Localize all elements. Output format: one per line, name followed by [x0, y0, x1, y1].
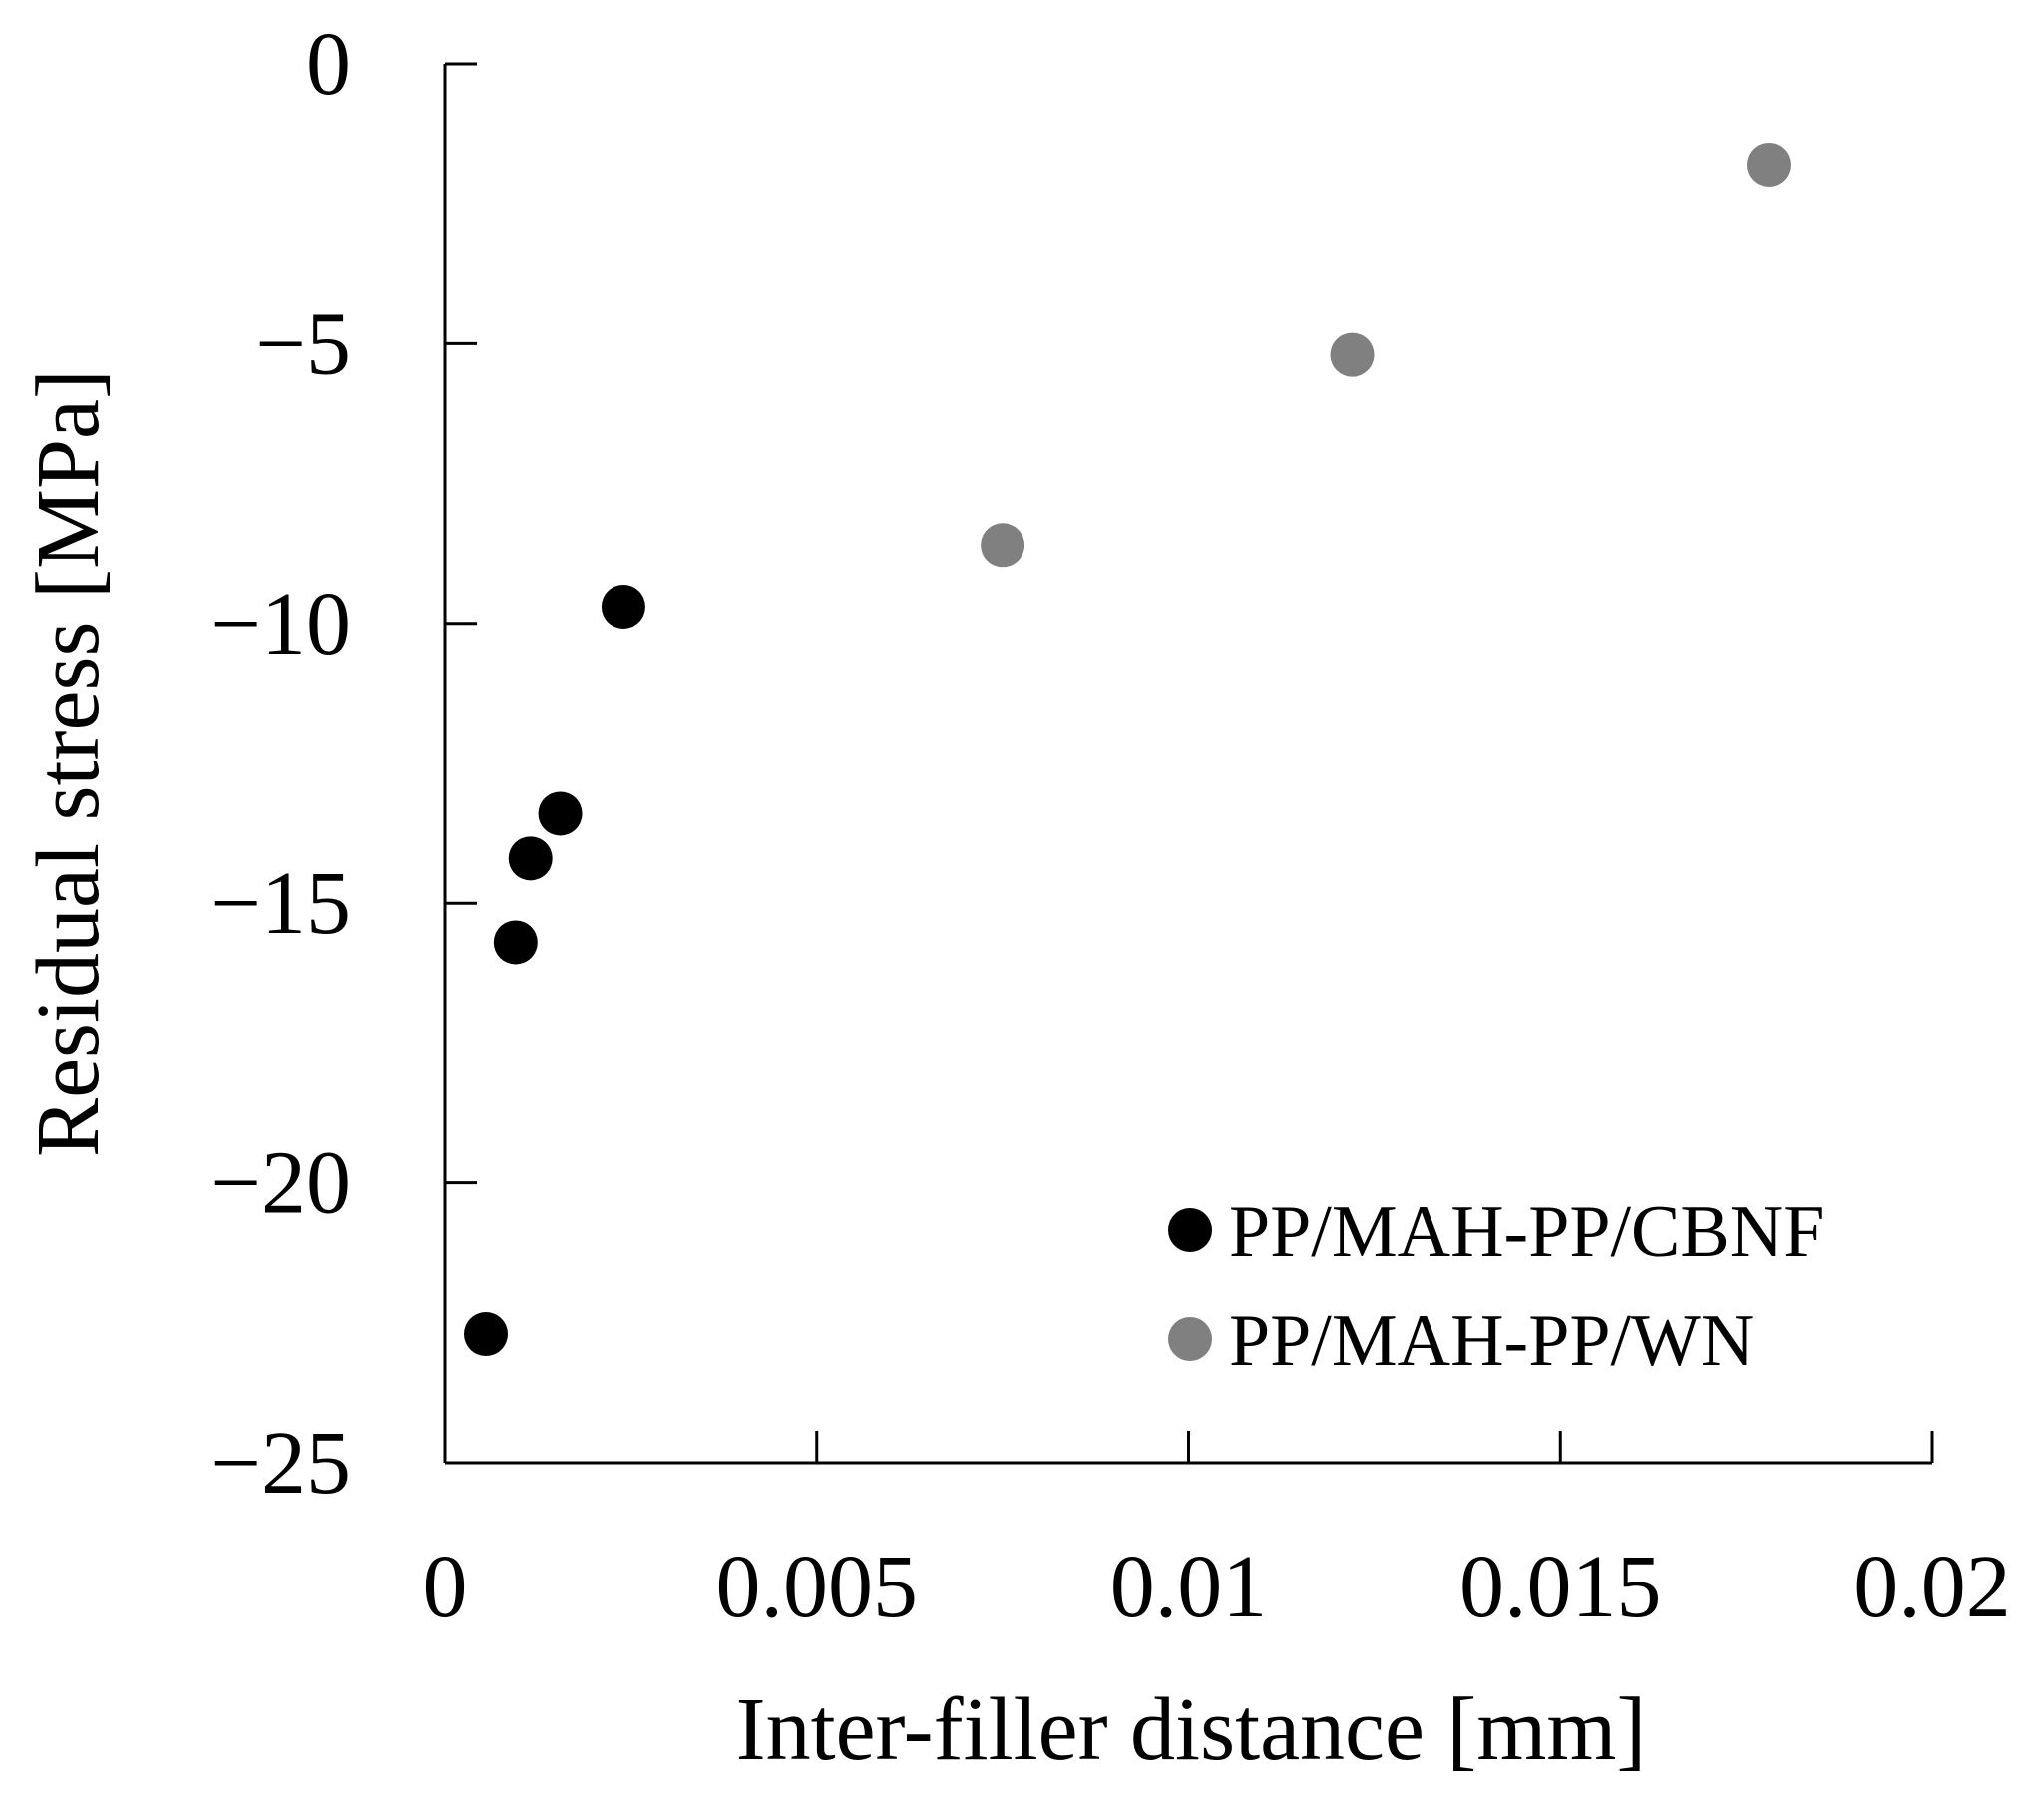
y-tick-label: −20	[210, 1134, 351, 1233]
y-tick-label: −5	[255, 294, 351, 393]
legend-marker-0	[1168, 1208, 1212, 1252]
y-tick-label: 0	[306, 15, 351, 114]
data-points	[464, 142, 1791, 1357]
x-tick-label: 0.005	[716, 1538, 919, 1636]
axis-ticks: 0 0.005 0.01 0.015 0.02 0 −5 −10 −15 −20 −25	[210, 15, 2011, 1636]
x-tick-label: 0.015	[1459, 1538, 1662, 1636]
data-point-series-1-0	[981, 523, 1025, 568]
y-tick-label: −25	[210, 1414, 351, 1513]
x-tick-label: 0.02	[1853, 1538, 2011, 1636]
legend-marker-1	[1168, 1317, 1212, 1361]
legend-label-1: PP/MAH-PP/WN	[1229, 1300, 1754, 1382]
data-point-series-1-1	[1330, 332, 1375, 377]
y-axis-title: Residual stress [MPa]	[19, 369, 118, 1157]
data-point-series-1-2	[1746, 142, 1791, 187]
data-point-series-0-1	[493, 920, 538, 965]
legend-label-0: PP/MAH-PP/CBNF	[1229, 1191, 1824, 1273]
data-point-series-0-4	[601, 584, 645, 629]
x-tick-label: 0	[423, 1538, 468, 1636]
data-point-series-0-0	[464, 1312, 509, 1357]
y-tick-label: −10	[210, 575, 351, 674]
x-tick-label: 0.01	[1110, 1538, 1268, 1636]
x-axis-title: Inter-filler distance [mm]	[736, 1680, 1647, 1779]
data-point-series-0-3	[538, 791, 583, 836]
y-tick-label: −15	[210, 854, 351, 953]
data-point-series-0-2	[508, 836, 553, 881]
legend: PP/MAH-PP/CBNF PP/MAH-PP/WN	[1168, 1191, 1824, 1382]
